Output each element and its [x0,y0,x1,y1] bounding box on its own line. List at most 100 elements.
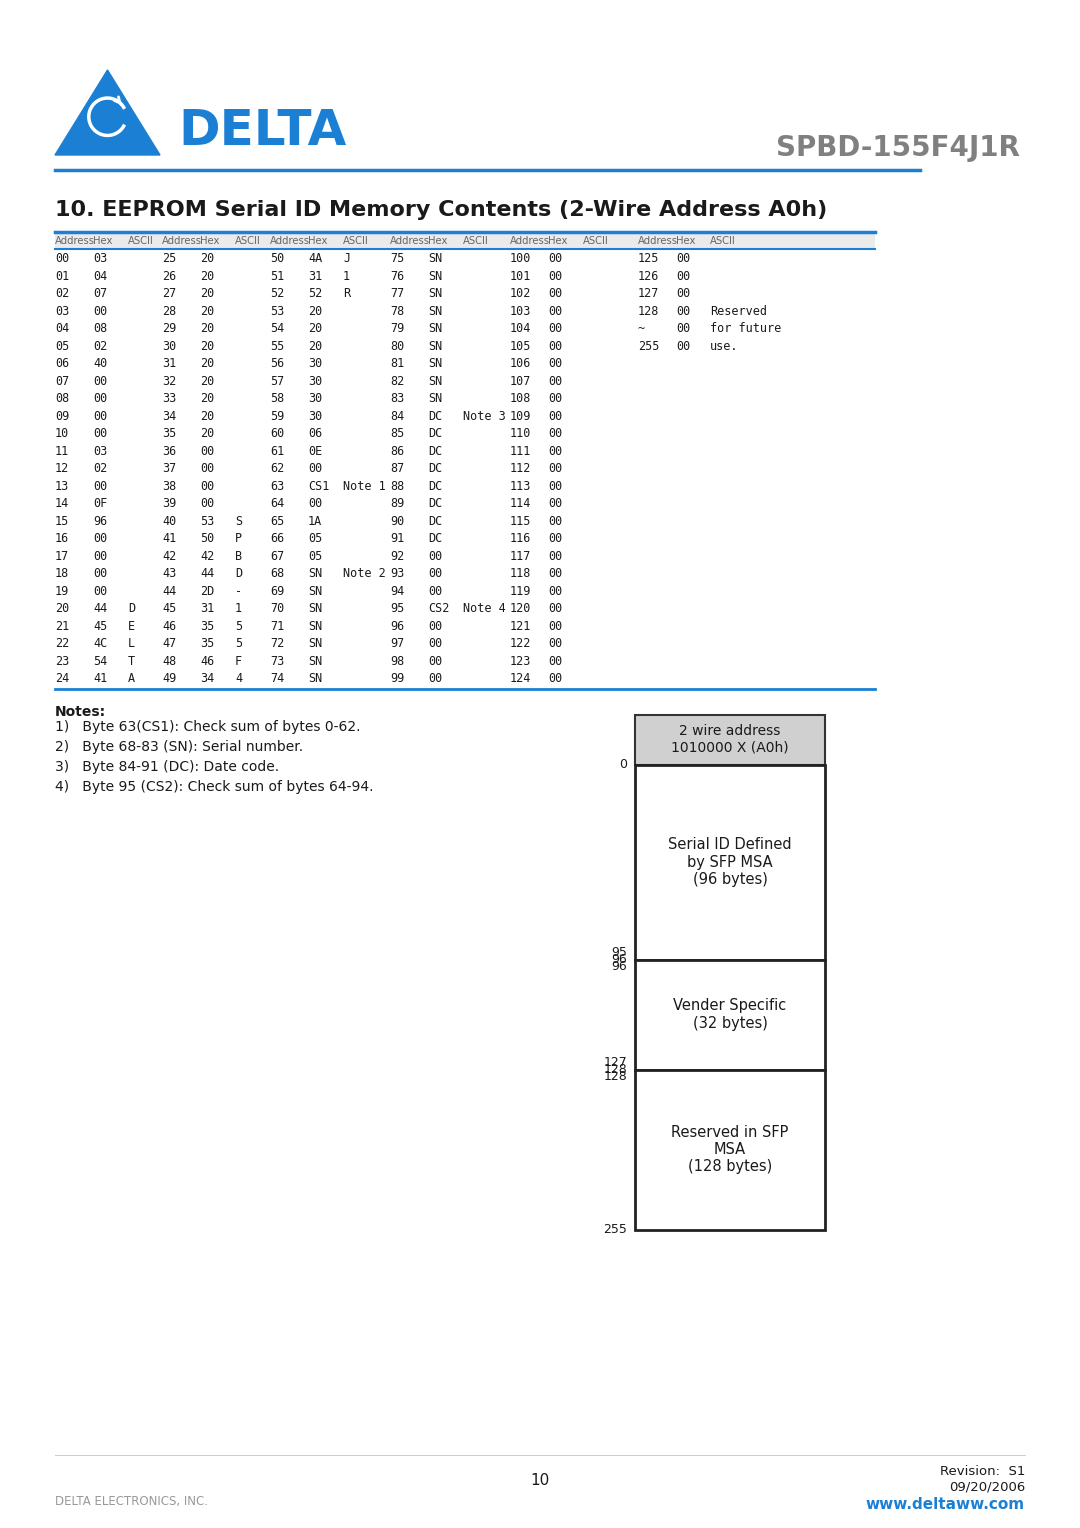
Text: 42: 42 [200,550,214,562]
Text: 07: 07 [55,374,69,388]
Text: 20: 20 [55,602,69,616]
Text: 08: 08 [55,393,69,405]
Text: SN: SN [428,358,442,370]
Text: 67: 67 [270,550,284,562]
Text: 47: 47 [162,637,176,651]
Text: DC: DC [428,497,442,510]
Text: 00: 00 [548,480,563,492]
Text: 4: 4 [235,672,242,685]
Text: 00: 00 [200,445,214,458]
Text: R: R [343,287,350,299]
Text: Address: Address [510,235,550,246]
Text: 01: 01 [55,270,69,283]
Text: 2D: 2D [200,585,214,597]
Text: SN: SN [428,252,442,266]
Text: 04: 04 [55,322,69,335]
Text: 00: 00 [93,393,107,405]
Text: 20: 20 [200,339,214,353]
Text: 20: 20 [200,322,214,335]
Text: 59: 59 [270,410,284,423]
Text: 26: 26 [162,270,176,283]
Text: 13: 13 [55,480,69,492]
Text: 03: 03 [93,252,107,266]
Text: 0: 0 [619,758,627,772]
Text: 97: 97 [390,637,404,651]
Text: 48: 48 [162,656,176,668]
Text: 00: 00 [548,463,563,475]
Text: 1: 1 [343,270,350,283]
Text: 30: 30 [308,374,322,388]
Text: 00: 00 [548,410,563,423]
Text: 00: 00 [428,620,442,633]
Text: SN: SN [308,620,322,633]
Text: 00: 00 [676,287,690,299]
Text: Note 1: Note 1 [343,480,386,492]
Text: 00: 00 [93,532,107,545]
Text: 46: 46 [200,656,214,668]
Text: 00: 00 [548,532,563,545]
Text: Hex: Hex [200,235,219,246]
Text: 4)   Byte 95 (CS2): Check sum of bytes 64-94.: 4) Byte 95 (CS2): Check sum of bytes 64-… [55,781,374,795]
Text: www.deltaww.com: www.deltaww.com [866,1497,1025,1513]
Text: E: E [129,620,135,633]
Text: DC: DC [428,410,442,423]
Text: Hex: Hex [548,235,567,246]
Text: 44: 44 [200,567,214,581]
Text: 52: 52 [270,287,284,299]
Text: 89: 89 [390,497,404,510]
Text: 2)   Byte 68-83 (SN): Serial number.: 2) Byte 68-83 (SN): Serial number. [55,741,303,755]
Text: 29: 29 [162,322,176,335]
Text: 35: 35 [200,620,214,633]
Text: 00: 00 [200,480,214,492]
Text: 05: 05 [308,550,322,562]
Text: 65: 65 [270,515,284,527]
Text: 113: 113 [510,480,531,492]
Text: -: - [235,585,242,597]
Text: Hex: Hex [308,235,327,246]
Text: 20: 20 [200,304,214,318]
Text: D: D [129,602,135,616]
Text: 00: 00 [548,620,563,633]
Text: 76: 76 [390,270,404,283]
Text: 32: 32 [162,374,176,388]
Text: 101: 101 [510,270,531,283]
Text: 51: 51 [270,270,284,283]
Text: Reserved in SFP
MSA
(128 bytes): Reserved in SFP MSA (128 bytes) [672,1125,788,1175]
Text: 96: 96 [93,515,107,527]
Text: 55: 55 [270,339,284,353]
Text: 30: 30 [308,393,322,405]
Text: 00: 00 [428,637,442,651]
Text: 03: 03 [93,445,107,458]
Text: CS2: CS2 [428,602,449,616]
Text: 20: 20 [200,393,214,405]
Text: 5: 5 [235,620,242,633]
Text: 71: 71 [270,620,284,633]
Text: 58: 58 [270,393,284,405]
Text: 125: 125 [638,252,660,266]
Text: S: S [235,515,242,527]
Text: 64: 64 [270,497,284,510]
FancyBboxPatch shape [635,764,825,960]
Text: D: D [235,567,242,581]
Text: 07: 07 [93,287,107,299]
Text: DC: DC [428,463,442,475]
Text: SN: SN [428,287,442,299]
Text: 27: 27 [162,287,176,299]
Text: 128: 128 [604,1070,627,1082]
Text: 122: 122 [510,637,531,651]
Text: 91: 91 [390,532,404,545]
Text: SN: SN [428,270,442,283]
Text: 00: 00 [55,252,69,266]
Text: 112: 112 [510,463,531,475]
Text: 11: 11 [55,445,69,458]
Text: 22: 22 [55,637,69,651]
Text: 81: 81 [390,358,404,370]
Text: 123: 123 [510,656,531,668]
Text: 128: 128 [638,304,660,318]
Text: 00: 00 [548,358,563,370]
Text: 38: 38 [162,480,176,492]
Text: 20: 20 [200,374,214,388]
Text: 53: 53 [270,304,284,318]
Text: 28: 28 [162,304,176,318]
FancyBboxPatch shape [635,715,825,764]
